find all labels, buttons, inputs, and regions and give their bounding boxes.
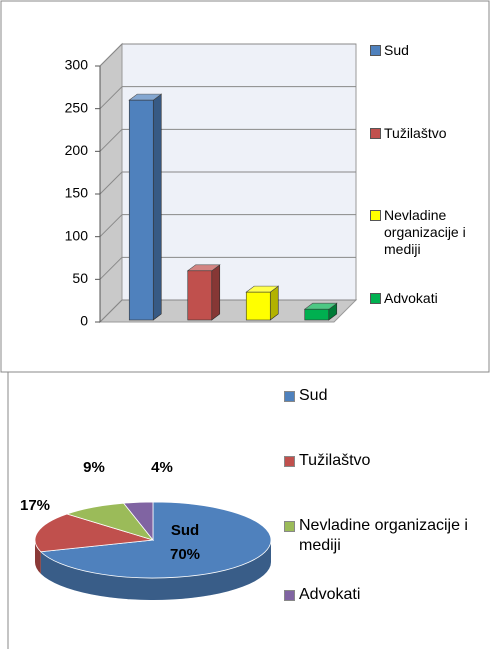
y-tick-label: 0 [80,313,88,329]
grid-line [99,256,123,280]
legend-label: Nevladine organizacije i mediji [299,517,468,554]
bar [304,308,330,321]
bar-top-light [187,264,220,271]
grid-line [99,86,123,110]
grid-line [99,171,123,195]
grid-line [99,43,123,67]
bar-top-light [246,286,279,293]
y-tick-label: 100 [65,227,89,243]
bar-top-light [304,303,337,310]
legend-swatch [284,391,295,402]
bar-top-light [129,94,162,101]
grid-line [99,128,123,152]
legend-label: Tužilaštvo [299,452,371,469]
pie-wall-shade [35,540,41,574]
data-label: 70% [170,546,200,563]
y-tick-label: 250 [65,99,89,115]
grid-line [99,299,123,323]
bar [187,270,213,321]
y-tick-label: 50 [72,270,88,286]
legend-item: Advokati [370,290,479,307]
legend-item: Advokati [284,585,471,605]
legend-label: Sud [384,42,409,58]
pie-wall [35,540,41,574]
data-label: 9% [83,459,105,476]
data-label: 17% [20,497,50,514]
legend-swatch [284,456,295,467]
y-tick-label: 150 [65,185,89,201]
pie-slice [39,501,272,579]
bar-side-shade [153,94,162,320]
bar [128,99,154,321]
legend-item: Tužilaštvo [370,125,479,142]
legend-item: Nevladine organizacije i mediji [370,207,479,258]
chart-border [0,0,490,373]
legend-item: Tužilaštvo [284,451,471,471]
legend-swatch [370,210,381,221]
legend-label: Tužilaštvo [384,125,447,141]
legend-label: Nevladine organizacije i mediji [384,207,466,257]
pie-wall [40,540,271,601]
legend-swatch [284,590,295,601]
bar [245,291,271,321]
bar-side-shade [211,264,220,320]
y-tick-label: 300 [65,57,89,73]
legend-item: Nevladine organizacije i mediji [284,516,471,556]
data-label: 4% [151,459,173,476]
pie-slice [34,513,154,553]
legend-label: Advokati [299,586,361,603]
legend-swatch [370,128,381,139]
legend-swatch [370,293,381,304]
legend-swatch [370,45,381,56]
y-tick-label: 200 [65,142,89,158]
slice-label: Sud [171,522,199,539]
legend-item: Sud [284,386,471,406]
bar-side-shade [270,286,279,320]
pie-wall-shade [40,540,271,601]
grid-line [99,214,123,238]
legend-swatch [284,521,295,532]
bar-side-shade [328,303,337,320]
legend-label: Sud [299,387,328,404]
legend-label: Advokati [384,290,438,306]
legend-item: Sud [370,42,479,59]
pie-slice [122,501,154,542]
